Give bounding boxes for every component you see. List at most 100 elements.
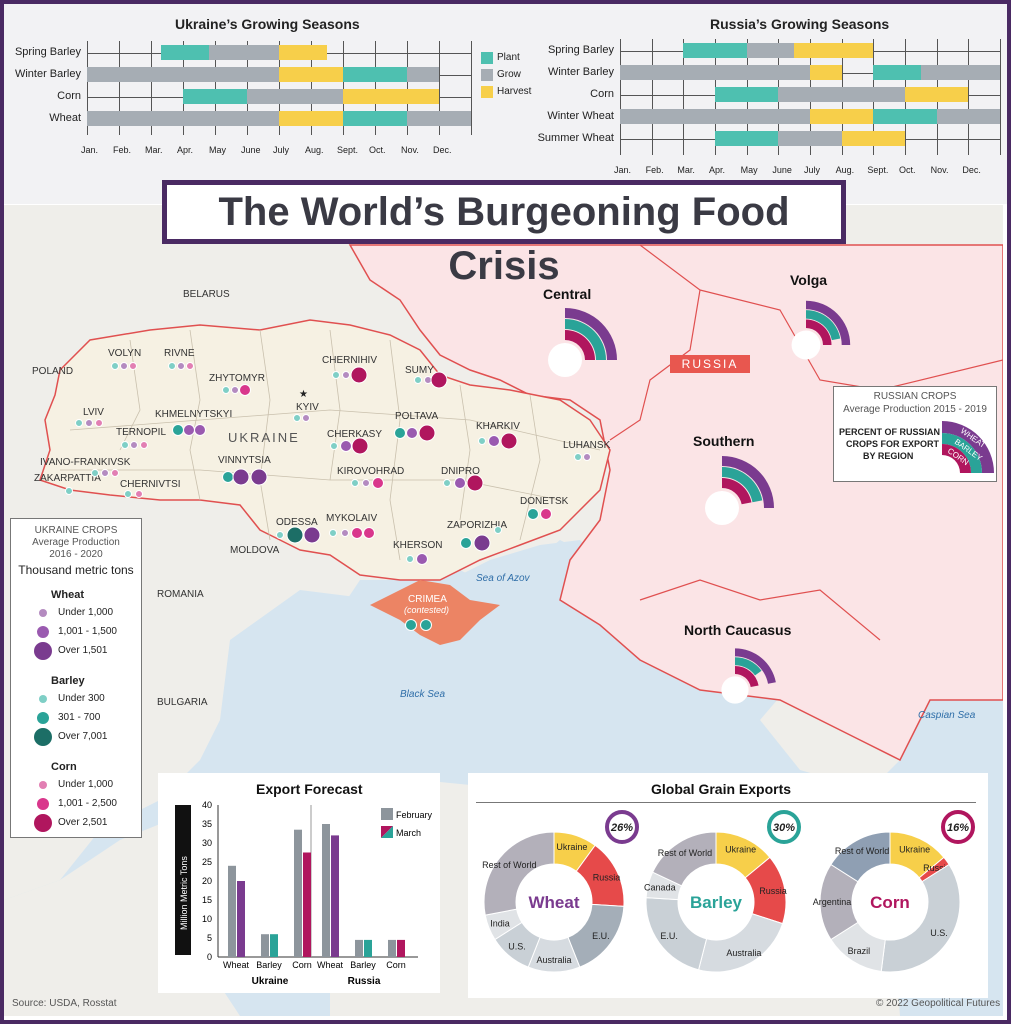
oblast-label-luhansk: LUHANSK: [563, 440, 611, 451]
month-gridline: [151, 41, 152, 135]
bar-ukraine-wheat-march: [237, 881, 245, 957]
bar-ukraine-corn-march: [303, 852, 311, 957]
pie-wheat-highlight: 26%: [610, 822, 633, 834]
month-gridline: [119, 41, 120, 135]
production-dot: [330, 442, 338, 450]
production-dot: [372, 477, 384, 489]
region-1-arc-wheat: [806, 300, 851, 345]
production-dot: [332, 371, 340, 379]
pie-slice-label: Russia: [923, 863, 951, 873]
season-bar-grow: [247, 89, 343, 104]
month-label: Oct.: [899, 165, 916, 175]
month-gridline: [968, 39, 970, 155]
production-dot: [168, 362, 176, 370]
season-bar-plant: [873, 65, 921, 80]
oblast-label-kherson: KHERSON: [393, 540, 443, 551]
legend-february-swatch: [381, 808, 393, 820]
pie-slice-label: E.U.: [660, 931, 678, 941]
pie-corn-slice: [830, 831, 891, 883]
crop-label: Corn: [57, 90, 81, 102]
oblast-label-chernihiv: CHERNIHIV: [322, 355, 378, 366]
pie-slice-label: Ukraine: [899, 845, 930, 855]
production-dot: [478, 437, 486, 445]
production-dot: [222, 386, 230, 394]
month-gridline: [279, 41, 280, 135]
production-dot: [527, 508, 539, 520]
russian-crops-legend: RUSSIAN CROPS Average Production 2015 - …: [833, 386, 997, 482]
legend-size-label: 1,001 - 1,500: [58, 626, 117, 637]
pie-slice-label: Rest of World: [482, 860, 536, 870]
month-label: Jan.: [81, 145, 99, 155]
pie-barley-highlight-badge: [767, 810, 801, 844]
ukraine-legend-subtitle-2: 2016 - 2020: [49, 549, 103, 560]
production-dot: [329, 529, 337, 537]
russian-legend-subtitle: Average Production 2015 - 2019: [843, 404, 987, 415]
region-2-arc-barley: [722, 467, 763, 503]
season-bar-plant: [343, 111, 407, 126]
production-dot: [124, 490, 132, 498]
oblast-label-kharkiv: KHARKIV: [476, 421, 520, 432]
region-north-caucasus-label: North Caucasus: [684, 622, 792, 638]
production-dot: [101, 469, 109, 477]
bar-russia-wheat-february: [322, 824, 330, 957]
copyright-note: © 2022 Geopolitical Futures: [876, 998, 1001, 1009]
oblast-label-khmelnytskyi: KHMELNYTSKYI: [155, 409, 233, 420]
month-gridline: [87, 41, 88, 135]
pie-slice-label: U.S.: [930, 928, 948, 938]
oblast-label-sumy: SUMY: [405, 365, 434, 376]
month-gridline: [439, 41, 440, 135]
production-dot: [177, 362, 185, 370]
season-bar-harvest: [279, 45, 327, 60]
pie-slice-label: Canada: [644, 883, 676, 893]
oblast-label-vinnytsia: VINNYTSIA: [218, 455, 271, 466]
pie-slice-label: Argentina: [813, 897, 852, 907]
production-dot: [430, 371, 448, 389]
month-label: July: [804, 165, 821, 175]
production-dot: [111, 362, 119, 370]
kyiv-capital-star-icon: ★: [299, 389, 308, 400]
russian-legend-desc-1: PERCENT OF RUSSIAN: [839, 427, 941, 437]
crop-label: Wheat: [49, 112, 81, 124]
month-label: May: [740, 165, 758, 175]
season-bar-plant: [183, 89, 247, 104]
month-gridline: [620, 39, 621, 155]
y-tick-label: 0: [207, 952, 212, 962]
month-label: Sept.: [867, 165, 889, 175]
production-dot: [130, 441, 138, 449]
region-0-arc-corn: [565, 330, 595, 360]
crop-label: Winter Barley: [14, 68, 81, 80]
region-3-arc-corn: [735, 666, 759, 688]
legend-size-dot: [39, 609, 47, 617]
grain-exports-divider: [476, 802, 976, 803]
month-label: Aug.: [305, 145, 324, 155]
export-forecast-title: Export Forecast: [256, 781, 363, 797]
legend-size-label: 301 - 700: [58, 712, 101, 723]
oblast-label-kirovohrad: KIROVOHRAD: [337, 466, 405, 477]
production-dot: [583, 453, 591, 461]
production-dot: [129, 362, 137, 370]
production-dot: [363, 527, 375, 539]
production-dot: [540, 508, 552, 520]
season-bar-grow: [936, 109, 1000, 124]
month-label: Nov.: [401, 145, 419, 155]
month-label: Jan.: [614, 165, 632, 175]
pie-corn-highlight-badge: [941, 810, 975, 844]
label-caspian-sea: Caspian Sea: [918, 710, 976, 721]
crop-label: Corn: [590, 88, 614, 100]
production-dot: [466, 474, 484, 492]
season-bar-plant: [715, 87, 779, 102]
production-dot: [75, 419, 83, 427]
month-gridline: [247, 41, 248, 135]
legend-size-dot: [39, 695, 47, 703]
production-dot: [121, 441, 129, 449]
month-gridline: [471, 41, 472, 135]
season-bar-harvest: [343, 89, 439, 104]
production-dot: [293, 414, 301, 422]
season-bar-harvest: [279, 111, 343, 126]
group-label: Ukraine: [252, 976, 289, 987]
production-dot: [303, 526, 321, 544]
legend-harvest-label: Harvest: [497, 86, 532, 97]
y-tick-label: 25: [202, 857, 212, 867]
season-bar-grow: [407, 67, 439, 82]
